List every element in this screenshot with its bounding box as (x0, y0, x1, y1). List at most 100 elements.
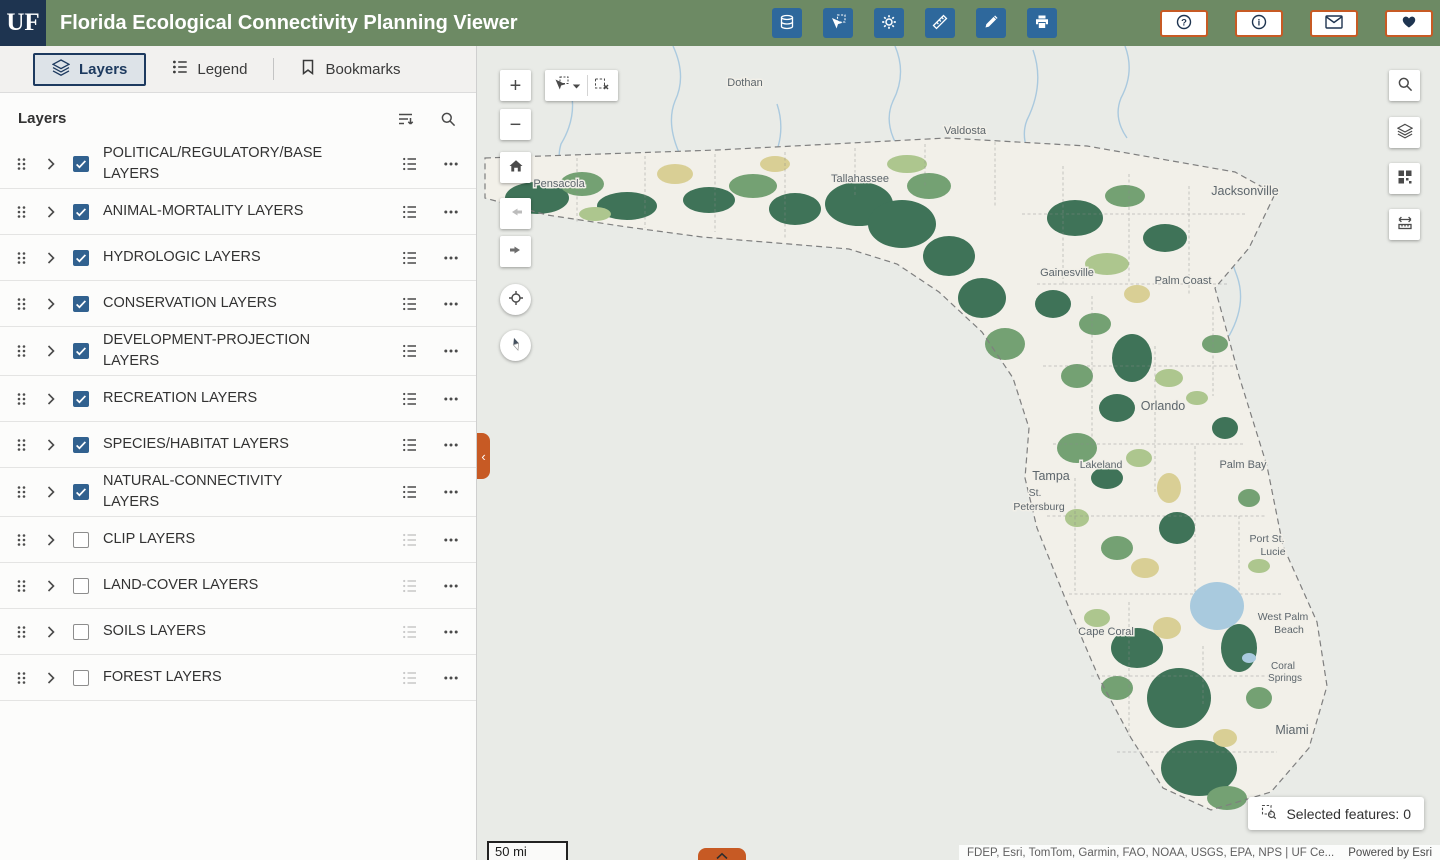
layer-legend-icon[interactable] (402, 296, 418, 312)
layer-options-icon[interactable] (443, 296, 459, 312)
layer-checkbox[interactable] (73, 578, 89, 594)
tab-layers[interactable]: Layers (33, 53, 146, 86)
drag-handle-icon[interactable] (14, 391, 30, 407)
measure-distance-button[interactable] (1389, 209, 1420, 240)
layer-legend-icon[interactable] (402, 437, 418, 453)
contact-button[interactable] (1310, 10, 1358, 37)
qr-grid-button[interactable] (1389, 163, 1420, 194)
layer-legend-icon[interactable] (402, 343, 418, 359)
basemap: DothanValdostaPensacolaTallahasseeJackso… (477, 46, 1440, 860)
drag-handle-icon[interactable] (14, 296, 30, 312)
drag-handle-icon[interactable] (14, 204, 30, 220)
draw-tool-button[interactable] (976, 8, 1006, 38)
layer-checkbox[interactable] (73, 156, 89, 172)
sidebar-collapse-handle[interactable]: ‹ (477, 433, 490, 479)
chevron-right-icon[interactable] (43, 250, 59, 266)
favorite-button[interactable] (1385, 10, 1433, 37)
layer-checkbox[interactable] (73, 296, 89, 312)
drag-handle-icon[interactable] (14, 156, 30, 172)
drag-handle-icon[interactable] (14, 532, 30, 548)
layer-legend-icon[interactable] (402, 391, 418, 407)
print-button[interactable] (1027, 8, 1057, 38)
compass-button[interactable] (500, 330, 531, 361)
layer-checkbox[interactable] (73, 484, 89, 500)
drag-handle-icon[interactable] (14, 578, 30, 594)
layer-options-icon[interactable] (443, 156, 459, 172)
select-mode-button[interactable] (547, 72, 587, 99)
map-search-button[interactable] (1389, 70, 1420, 101)
chevron-right-icon[interactable] (43, 578, 59, 594)
attribute-table-tab[interactable] (698, 848, 746, 860)
layer-legend-icon[interactable] (402, 156, 418, 172)
chevron-right-icon[interactable] (43, 204, 59, 220)
clear-selection-button[interactable] (588, 72, 616, 99)
drag-handle-icon[interactable] (14, 670, 30, 686)
home-button[interactable] (500, 152, 531, 183)
layer-options-icon[interactable] (443, 624, 459, 640)
layer-legend-icon[interactable] (402, 484, 418, 500)
chevron-right-icon[interactable] (43, 670, 59, 686)
chevron-right-icon[interactable] (43, 343, 59, 359)
layer-legend-icon[interactable] (402, 532, 418, 548)
layer-options-icon[interactable] (443, 250, 459, 266)
layer-checkbox[interactable] (73, 437, 89, 453)
map-area[interactable]: DothanValdostaPensacolaTallahasseeJackso… (477, 46, 1440, 860)
previous-extent-button[interactable] (500, 198, 531, 229)
drag-handle-icon[interactable] (14, 437, 30, 453)
svg-text:Gainesville: Gainesville (1040, 267, 1094, 279)
layer-legend-icon[interactable] (402, 250, 418, 266)
layer-row: SPECIES/HABITAT LAYERS (0, 422, 476, 468)
info-button[interactable]: i (1235, 10, 1283, 37)
selected-features-widget[interactable]: Selected features: 0 (1248, 797, 1424, 830)
layer-options-icon[interactable] (443, 343, 459, 359)
tab-bookmarks[interactable]: Bookmarks (281, 53, 419, 86)
chevron-right-icon[interactable] (43, 437, 59, 453)
layer-options-icon[interactable] (443, 532, 459, 548)
help-button[interactable]: ? (1160, 10, 1208, 37)
chevron-right-icon[interactable] (43, 532, 59, 548)
layer-options-icon[interactable] (443, 437, 459, 453)
layer-options-icon[interactable] (443, 391, 459, 407)
svg-text:Cape Coral: Cape Coral (1078, 626, 1134, 638)
drag-handle-icon[interactable] (14, 250, 30, 266)
chevron-right-icon[interactable] (43, 296, 59, 312)
layer-checkbox[interactable] (73, 391, 89, 407)
measure-tool-button[interactable] (925, 8, 955, 38)
svg-text:Palm Bay: Palm Bay (1219, 459, 1267, 471)
layer-legend-icon[interactable] (402, 204, 418, 220)
layer-checkbox[interactable] (73, 532, 89, 548)
layer-legend-icon[interactable] (402, 670, 418, 686)
locate-button[interactable] (500, 284, 531, 315)
layer-options-icon[interactable] (443, 204, 459, 220)
layer-label: DEVELOPMENT-PROJECTION LAYERS (103, 330, 333, 372)
zoom-in-button[interactable]: + (500, 70, 531, 101)
layer-checkbox[interactable] (73, 670, 89, 686)
chevron-right-icon[interactable] (43, 484, 59, 500)
chevron-right-icon[interactable] (43, 624, 59, 640)
drag-handle-icon[interactable] (14, 484, 30, 500)
layer-checkbox[interactable] (73, 204, 89, 220)
settings-tool-button[interactable] (874, 8, 904, 38)
layer-checkbox[interactable] (73, 250, 89, 266)
chevron-right-icon[interactable] (43, 391, 59, 407)
layer-options-icon[interactable] (443, 670, 459, 686)
basemap-layers-button[interactable] (1389, 117, 1420, 148)
drag-handle-icon[interactable] (14, 343, 30, 359)
search-icon[interactable] (440, 111, 456, 127)
layer-checkbox[interactable] (73, 624, 89, 640)
filter-options-icon[interactable] (398, 111, 414, 127)
next-extent-button[interactable] (500, 236, 531, 267)
zoom-out-button[interactable]: − (500, 109, 531, 140)
tab-legend[interactable]: Legend (153, 53, 266, 86)
layer-legend-icon[interactable] (402, 624, 418, 640)
grid-icon (1397, 169, 1413, 189)
chevron-right-icon[interactable] (43, 156, 59, 172)
layer-options-icon[interactable] (443, 484, 459, 500)
layer-legend-icon[interactable] (402, 578, 418, 594)
svg-text:Beach: Beach (1274, 624, 1304, 636)
layer-options-icon[interactable] (443, 578, 459, 594)
layer-checkbox[interactable] (73, 343, 89, 359)
select-tool-button[interactable] (823, 8, 853, 38)
add-data-button[interactable] (772, 8, 802, 38)
drag-handle-icon[interactable] (14, 624, 30, 640)
